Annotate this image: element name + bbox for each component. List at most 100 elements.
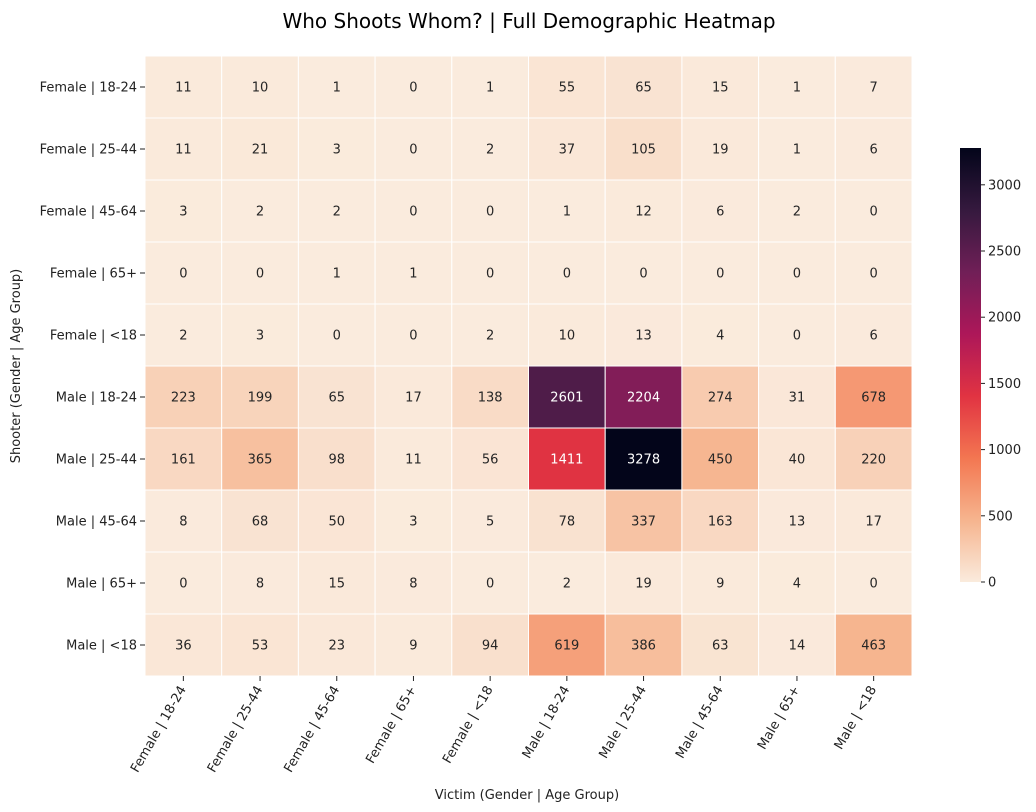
colorbar-ticks: 0 500 1000 1500 2000 2500 3000 [981,178,1021,591]
cell-value-label: 6 [870,143,878,158]
heatmap-cell [144,179,223,243]
y-tick-label: Female | 25-44 [40,143,137,158]
cell-value-label: 56 [482,453,499,468]
heatmap-cell [297,303,376,367]
colorbar-tick-label: 1500 [988,377,1021,392]
heatmap-cell [758,365,836,429]
y-tick-label: Male | 65+ [66,577,137,592]
cell-value-label: 8 [179,515,187,530]
cell-value-label: 63 [712,639,729,654]
colorbar [960,148,981,582]
cell-value-label: 9 [716,577,724,592]
heatmap-cell [374,117,453,181]
cell-value-label: 10 [252,81,269,96]
heatmap-cell [758,427,836,491]
heatmap-cell [374,427,453,491]
heatmap-cell [528,241,606,305]
cell-value-label: 0 [333,329,341,344]
cell-value-label: 94 [482,639,499,654]
x-tick-label: Male | <18 [832,684,880,753]
heatmap-cell [528,427,606,491]
cell-value-label: 40 [789,453,806,468]
cell-value-label: 0 [409,329,417,344]
y-tick-label: Female | 65+ [50,267,137,282]
cell-value-label: 55 [559,81,576,96]
cell-value-label: 65 [635,81,652,96]
heatmap-cell [834,117,913,181]
cell-value-label: 161 [171,453,196,468]
cell-value-label: 19 [635,577,652,592]
cell-value-label: 2204 [627,391,660,406]
heatmap-cell [604,551,683,615]
x-tick-label: Female | 18-24 [128,684,190,776]
colorbar-tick-label: 3000 [988,178,1021,193]
heatmap-cell [758,117,836,181]
x-tick-label: Male | 18-24 [520,684,574,762]
cell-value-label: 1 [409,267,417,282]
heatmap-cell [834,427,913,491]
cell-value-label: 450 [708,453,733,468]
cell-value-label: 1 [333,81,341,96]
cell-value-label: 1 [563,205,571,220]
cell-value-label: 13 [789,515,806,530]
cell-value-label: 1 [793,143,801,158]
cell-value-label: 337 [631,515,656,530]
heatmap-cell [451,551,529,615]
x-tick-label: Male | 45-64 [673,684,727,762]
cell-value-label: 8 [409,577,417,592]
heatmap-cell [374,551,453,615]
cell-value-label: 9 [409,639,417,654]
colorbar-tick-label: 0 [988,576,996,591]
cell-value-label: 2 [486,143,494,158]
cell-value-label: 2 [179,329,187,344]
cell-value-label: 0 [486,577,494,592]
cell-value-label: 12 [635,205,652,220]
cell-value-label: 37 [559,143,576,158]
cell-value-label: 19 [712,143,729,158]
cell-value-label: 463 [861,639,886,654]
heatmap-cell [221,489,299,553]
colorbar-tick-label: 2000 [988,311,1021,326]
heatmap-cell [758,241,836,305]
cell-value-label: 0 [870,267,878,282]
cell-value-label: 11 [175,143,192,158]
cell-value-label: 0 [793,329,801,344]
heatmap-cell [451,179,529,243]
y-tick-labels: Female | 18-24 Female | 25-44 Female | 45-… [40,81,145,654]
cell-value-label: 1 [333,267,341,282]
heatmap-cell [144,365,223,429]
heatmap-cell [681,55,760,119]
y-axis-label: Shooter (Gender | Age Group) [9,269,24,464]
cell-value-label: 17 [865,515,882,530]
cell-value-label: 6 [870,329,878,344]
heatmap-cell [604,241,683,305]
cell-value-label: 10 [559,329,576,344]
heatmap-cell [297,179,376,243]
cell-value-label: 11 [175,81,192,96]
heatmap-cell [528,303,606,367]
heatmap-cell [681,179,760,243]
x-tick-label: Female | <18 [440,684,497,767]
cell-value-label: 3 [333,143,341,158]
heatmap-cell [221,117,299,181]
cell-value-label: 8 [256,577,264,592]
cell-value-label: 53 [252,639,269,654]
heatmap-cell [144,241,223,305]
heatmap-cell [374,613,453,677]
heatmap-cell [834,551,913,615]
y-tick-label: Female | 18-24 [40,81,137,96]
cell-value-label: 68 [252,515,269,530]
heatmap-cell [297,365,376,429]
heatmap-cell [604,117,683,181]
cell-value-label: 0 [179,267,187,282]
cell-value-label: 4 [716,329,724,344]
cell-value-label: 163 [708,515,733,530]
heatmap-cell [451,613,529,677]
heatmap-cell [834,55,913,119]
cell-value-label: 619 [554,639,579,654]
cell-value-label: 365 [248,453,273,468]
heatmap-cell [834,179,913,243]
heatmap-cell [374,365,453,429]
x-tick-label: Male | 65+ [755,684,803,753]
